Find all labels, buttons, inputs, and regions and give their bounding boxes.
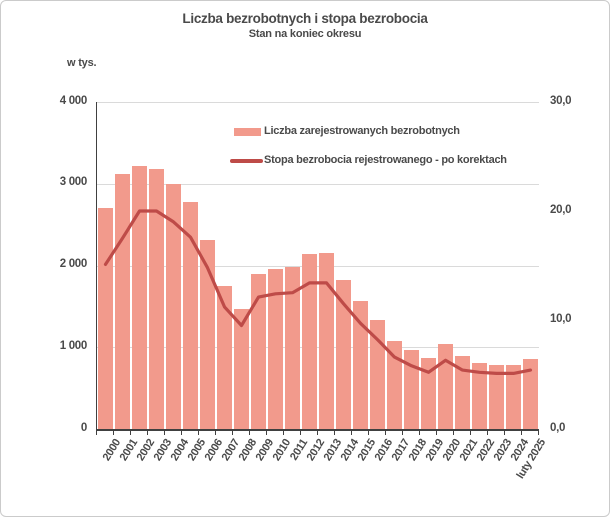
bar-2001: [114, 174, 131, 429]
x-axis-tick: [300, 431, 301, 435]
bar-2012: [301, 254, 318, 429]
bar-2007: [216, 286, 233, 429]
x-axis-tick: [351, 431, 352, 435]
x-axis-tick: [453, 431, 454, 435]
left-axis-tick-label: 1 000: [59, 339, 88, 352]
x-axis-tick: [487, 431, 488, 435]
bar-2010: [267, 269, 284, 429]
x-axis-tick: [198, 431, 199, 435]
right-axis-tick-label: 20,0: [550, 203, 572, 216]
right-axis-tick-label: 30,0: [550, 94, 572, 107]
bar-2014: [335, 279, 352, 429]
bar-2003: [148, 169, 165, 429]
bar-2002: [131, 166, 148, 429]
legend-line-label: Stopa bezrobocia rejestrowanego - po kor…: [264, 154, 507, 166]
bar-2015: [352, 301, 369, 429]
left-axis-tick-label: 2 000: [59, 258, 88, 270]
legend-line-swatch-icon: [230, 159, 263, 163]
left-axis-tick-label: 4 000: [59, 94, 88, 107]
bar-2022: [471, 362, 488, 429]
x-axis-tick: [402, 431, 403, 435]
left-axis-tick-label: 3 000: [59, 176, 88, 189]
bar-2006: [199, 240, 216, 429]
left-axis-unit-label: w tys.: [67, 57, 97, 69]
gridline: [97, 183, 539, 185]
x-axis-tick: [283, 431, 284, 435]
x-axis-tick: [385, 431, 386, 435]
bar-2024: [505, 364, 522, 429]
x-axis-tick: [504, 431, 505, 435]
x-axis-tick: [419, 431, 420, 435]
x-axis-tick: [317, 431, 318, 435]
chart-subtitle: Stan na koniec okresu: [248, 28, 362, 40]
bar-2013: [318, 252, 335, 429]
x-axis-tick: [538, 431, 539, 435]
left-axis-tick-label: 0: [80, 421, 87, 434]
x-axis-tick: [368, 431, 369, 435]
x-axis-tick: [96, 431, 97, 435]
bar-2019: [420, 358, 437, 429]
x-axis-tick: [232, 431, 233, 435]
plot-area: [96, 102, 539, 431]
x-axis-tick: [334, 431, 335, 435]
x-axis-tick: [147, 431, 148, 435]
x-axis-tick: [130, 431, 131, 435]
bar-luty 2025: [522, 359, 539, 429]
right-axis-tick-label: 10,0: [550, 312, 572, 325]
x-axis-tick: [181, 431, 182, 435]
bar-2004: [165, 183, 182, 429]
bar-2017: [386, 340, 403, 429]
bar-2020: [437, 343, 454, 429]
x-axis-tick: [249, 431, 250, 435]
bar-2009: [250, 274, 267, 429]
gridline: [97, 102, 539, 103]
bar-2021: [454, 355, 471, 429]
x-axis-tick: [470, 431, 471, 435]
bar-2016: [369, 319, 386, 429]
bar-2005: [182, 202, 199, 429]
legend-bar-swatch-icon: [234, 128, 261, 136]
x-axis-tick: [436, 431, 437, 435]
bar-2008: [233, 308, 250, 429]
legend-bar-label: Liczba zarejestrowanych bezrobotnych: [264, 125, 460, 137]
x-axis-tick: [113, 431, 114, 435]
right-axis-tick-label: 0,0: [550, 421, 566, 434]
bar-2023: [488, 364, 505, 429]
bar-2018: [403, 349, 420, 429]
bar-2011: [284, 266, 301, 429]
x-axis-tick: [266, 431, 267, 435]
x-axis-tick: [164, 431, 165, 435]
x-axis-tick: [215, 431, 216, 435]
chart-title: Liczba bezrobotnych i stopa bezrobocia: [182, 11, 428, 26]
bar-2000: [97, 208, 114, 429]
x-axis-tick: [521, 431, 522, 435]
